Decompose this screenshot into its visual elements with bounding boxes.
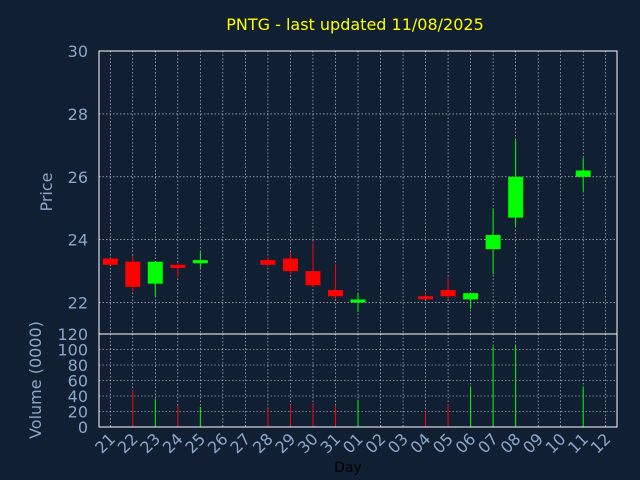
price-tick-label: 22 — [68, 294, 88, 313]
candle — [485, 208, 501, 275]
chart-title: PNTG - last updated 11/08/2025 — [226, 15, 484, 34]
volume-tick-label: 120 — [57, 325, 88, 344]
volume-tick-label: 40 — [68, 387, 88, 406]
candle-body — [102, 258, 118, 265]
price-tick-label: 30 — [68, 42, 88, 61]
price-tick-label: 24 — [68, 231, 88, 250]
price-tick-label: 26 — [68, 168, 88, 187]
volume-panel-frame — [98, 333, 618, 428]
price-axis-label: Price — [37, 172, 56, 211]
candle-body — [440, 289, 456, 297]
candle — [192, 252, 208, 268]
volume-tick-label: 0 — [78, 418, 88, 437]
candle-body — [508, 176, 524, 218]
candle — [463, 293, 479, 309]
candle-body — [327, 289, 343, 297]
price-tick-label: 28 — [68, 105, 88, 124]
candle-body — [192, 260, 208, 264]
volume-tick-label: 20 — [68, 403, 88, 422]
x-tick-label: 12 — [587, 429, 615, 457]
candle-body — [350, 299, 366, 303]
candle — [170, 263, 186, 278]
candle-body — [260, 260, 276, 265]
candle-body — [170, 264, 186, 268]
volume-tick-label: 80 — [68, 356, 88, 375]
volume-axis-label: Volume (0000) — [26, 321, 45, 439]
candle-body — [305, 271, 321, 286]
candle — [327, 264, 343, 300]
candle — [282, 252, 298, 275]
candle — [260, 256, 276, 267]
x-axis-label: Day — [334, 460, 362, 476]
candle — [147, 261, 163, 297]
candle — [575, 157, 591, 191]
volume-tick-label: 100 — [57, 341, 88, 360]
candle-body — [463, 293, 479, 300]
candle-body — [282, 258, 298, 272]
candle — [125, 255, 141, 292]
candle — [350, 293, 366, 312]
candle-body — [125, 261, 141, 287]
candle — [508, 139, 524, 228]
candle — [418, 293, 434, 300]
candle-body — [418, 296, 434, 300]
x-axis: 2122232425262728293031010203040506070809… — [91, 429, 614, 457]
candle — [102, 258, 118, 265]
candle — [305, 242, 321, 287]
candle — [440, 277, 456, 300]
volume-tick-label: 60 — [68, 372, 88, 391]
candle-body — [575, 170, 591, 177]
candle-body — [147, 261, 163, 284]
candle-body — [485, 234, 501, 250]
price-panel: 22 24 26 28 30 Price — [37, 42, 618, 335]
